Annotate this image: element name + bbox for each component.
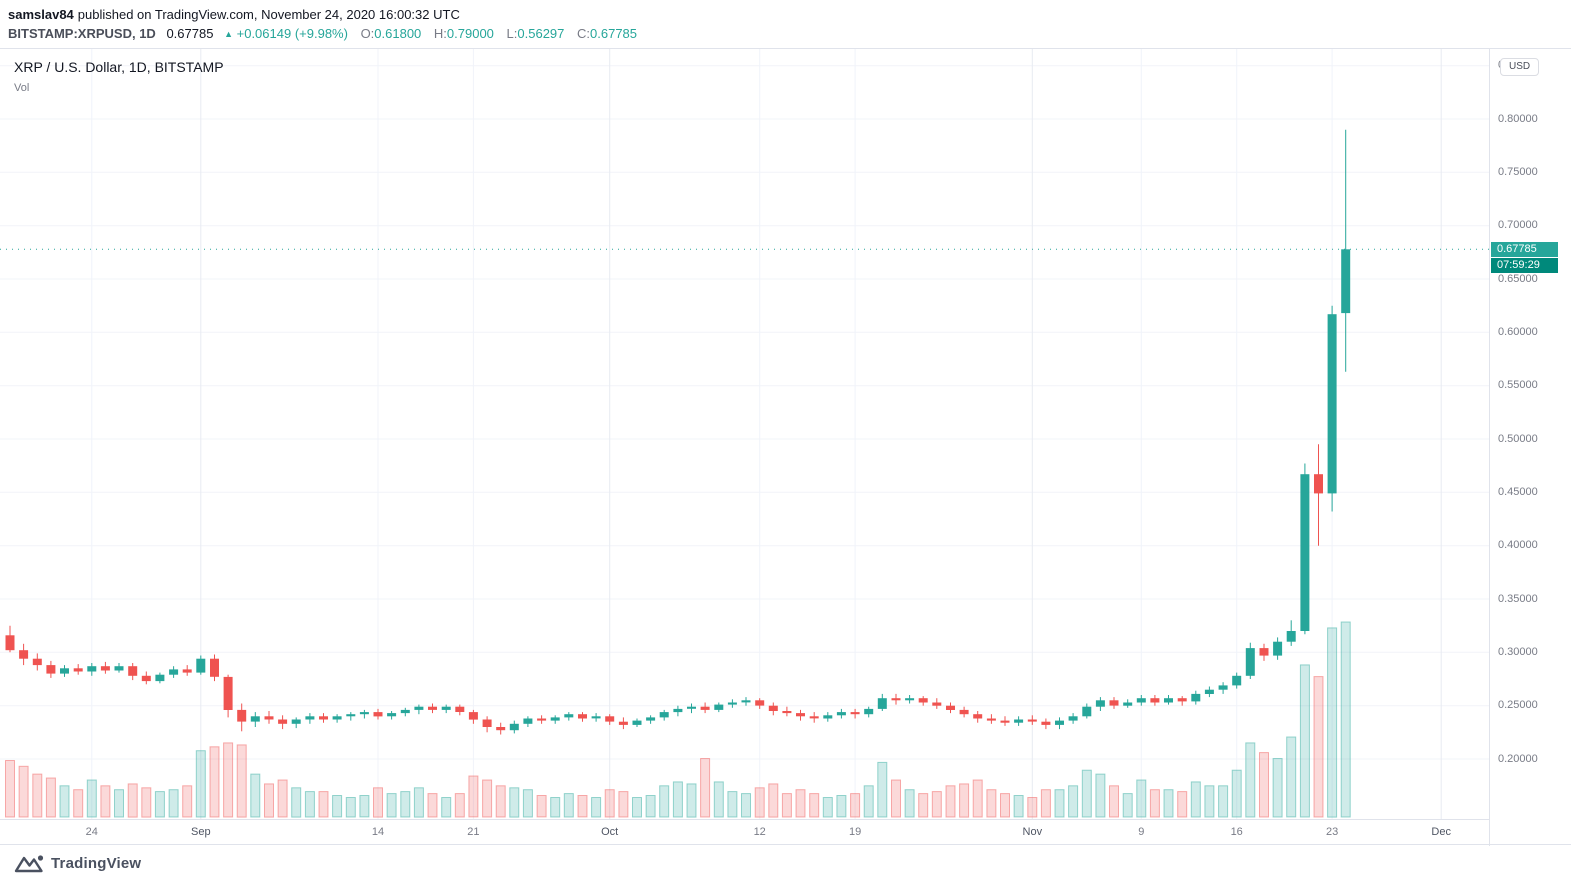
candlestick-chart[interactable] — [0, 49, 1489, 819]
symbol-info-bar: BITSTAMP:XRPUSD, 1D 0.67785 ▲ +0.06149 (… — [8, 26, 637, 41]
price-tick-label: 0.55000 — [1498, 379, 1538, 392]
chart-container[interactable]: XRP / U.S. Dollar, 1D, BITSTAMP Vol USD … — [0, 48, 1571, 846]
chart-legend: XRP / U.S. Dollar, 1D, BITSTAMP Vol — [14, 59, 224, 94]
last-price-axis-label: 0.67785 — [1491, 241, 1558, 257]
high-label: H: — [433, 26, 447, 41]
time-axis-label: Nov — [1022, 826, 1043, 838]
time-axis-label: 12 — [753, 826, 766, 838]
price-tick-label: 0.60000 — [1498, 325, 1538, 338]
last-price-value: 0.67785 — [166, 26, 214, 41]
price-tick-label: 0.65000 — [1498, 272, 1538, 285]
time-axis-label: Sep — [191, 826, 211, 838]
time-axis-label: 9 — [1138, 826, 1145, 838]
bar-close-countdown: 07:59:29 — [1491, 257, 1558, 273]
publish-info-text: published on TradingView.com, November 2… — [77, 7, 460, 22]
close-value: 0.67785 — [590, 26, 638, 41]
low-label: L: — [506, 26, 518, 41]
open-label: O: — [360, 26, 375, 41]
time-axis-label: Oct — [601, 826, 619, 838]
time-axis-label: 16 — [1230, 826, 1243, 838]
tradingview-logo-icon — [14, 855, 44, 873]
open-value: 0.61800 — [374, 26, 422, 41]
time-axis-label: 21 — [467, 826, 480, 838]
author-name[interactable]: samslav84 — [8, 7, 74, 22]
price-tick-label: 0.50000 — [1498, 432, 1538, 445]
price-tick-label: 0.45000 — [1498, 485, 1538, 498]
price-tick-label: 0.25000 — [1498, 699, 1538, 712]
price-tick-label: 0.70000 — [1498, 219, 1538, 232]
tradingview-logo-text: TradingView — [51, 855, 142, 872]
time-axis-label: 14 — [371, 826, 385, 838]
time-axis-label: Dec — [1431, 826, 1451, 838]
price-chart-plot[interactable]: XRP / U.S. Dollar, 1D, BITSTAMP Vol — [0, 49, 1489, 819]
volume-bars — [5, 621, 1351, 818]
high-value: 0.79000 — [446, 26, 494, 41]
currency-badge[interactable]: USD — [1500, 58, 1540, 76]
price-change: ▲ +0.06149 (+9.98%) — [224, 26, 348, 41]
candles — [5, 129, 1351, 735]
publish-header-line: samslav84 published on TradingView.com, N… — [8, 7, 460, 22]
grid-lines — [0, 49, 1489, 819]
close-label: C: — [577, 26, 591, 41]
time-axis-label: 19 — [848, 826, 862, 838]
time-axis-label: 24 — [85, 826, 98, 838]
chart-legend-volume[interactable]: Vol — [14, 82, 30, 94]
price-tick-label: 0.40000 — [1498, 539, 1538, 552]
price-axis[interactable]: USD 0.67785 07:59:29 0.850000.800000.750… — [1489, 49, 1571, 846]
price-tick-label: 0.30000 — [1498, 645, 1538, 658]
price-tick-label: 0.80000 — [1498, 112, 1538, 125]
price-tick-label: 0.75000 — [1498, 165, 1538, 178]
time-axis[interactable]: 24 Sep 14 21 Oct 12 19 Nov 9 16 23 Dec — [0, 819, 1489, 846]
price-tick-label: 0.35000 — [1498, 592, 1538, 605]
low-value: 0.56297 — [517, 26, 565, 41]
time-axis-label: 23 — [1325, 826, 1339, 838]
up-arrow-icon: ▲ — [224, 29, 233, 39]
tradingview-logo[interactable]: TradingView — [14, 854, 141, 873]
price-tick-label: 0.20000 — [1498, 752, 1538, 765]
symbol-name[interactable]: BITSTAMP:XRPUSD, 1D — [8, 26, 156, 41]
chart-legend-symbol[interactable]: XRP / U.S. Dollar, 1D, BITSTAMP — [14, 59, 224, 75]
change-value: +0.06149 (+9.98%) — [236, 26, 348, 41]
